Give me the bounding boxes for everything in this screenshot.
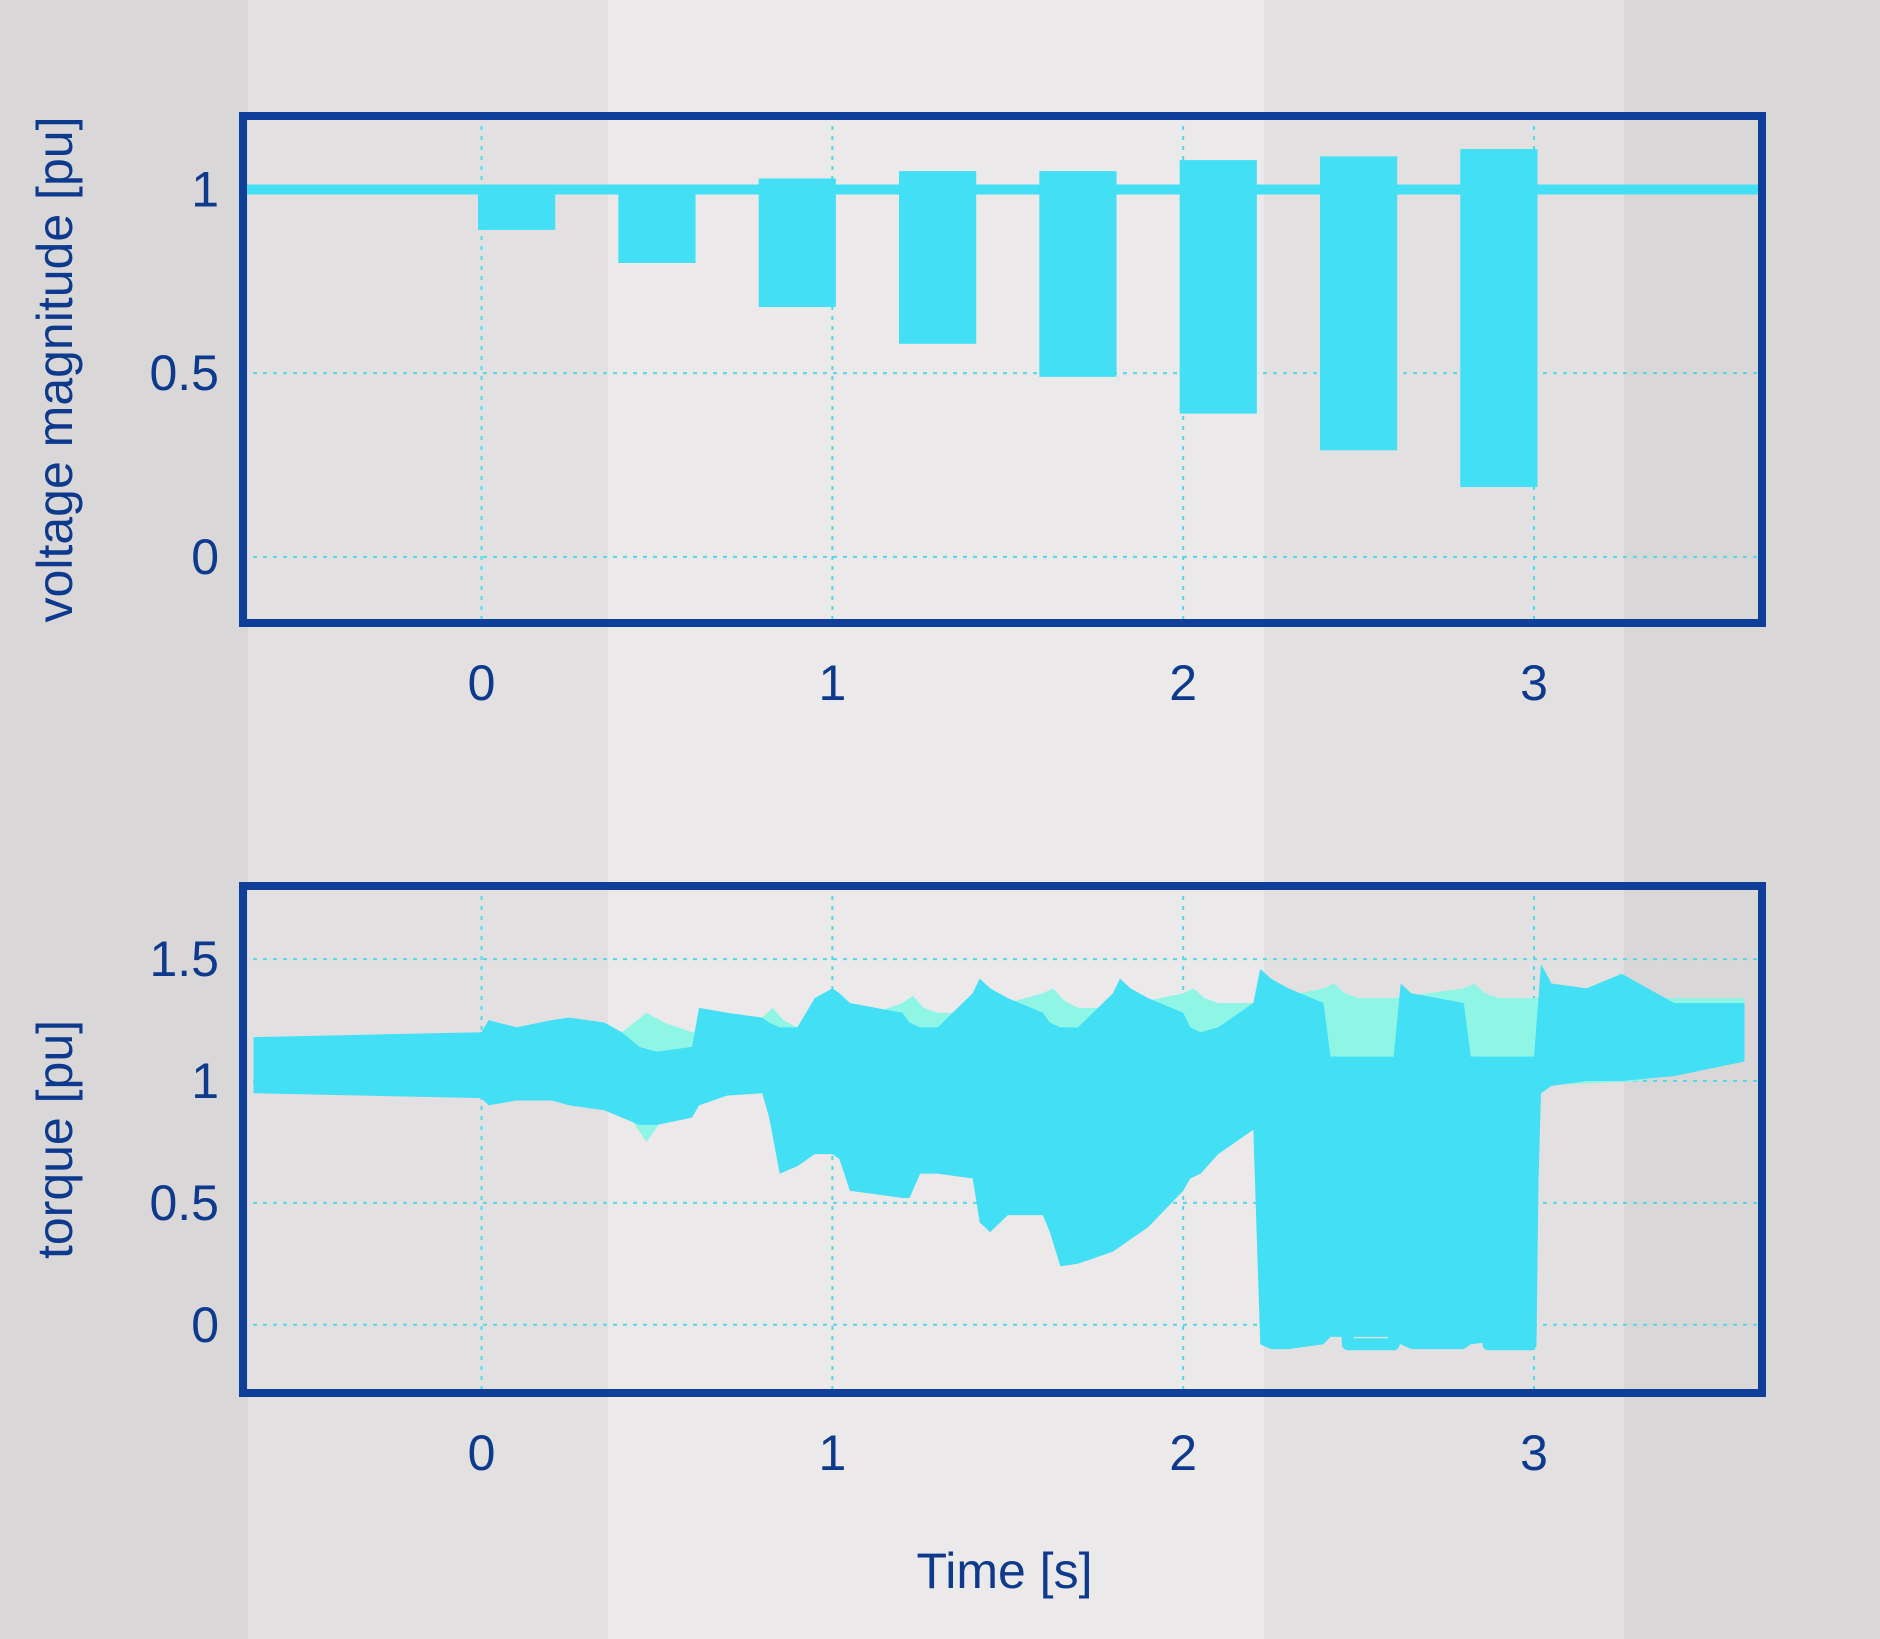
voltage-y-axis-title: voltage magnitude [pu] — [27, 117, 83, 623]
torque-y-ticks: 0 0.5 1 1.5 — [149, 931, 219, 1353]
torque-y-tick-label: 0.5 — [149, 1175, 219, 1231]
voltage-y-tick-label: 0.5 — [149, 345, 219, 401]
torque-y-tick-label: 0 — [191, 1297, 219, 1353]
torque-y-tick-label: 1.5 — [149, 931, 219, 987]
torque-x-tick-label: 0 — [468, 1425, 496, 1481]
voltage-bar — [478, 185, 556, 230]
background-band — [248, 0, 608, 1639]
voltage-x-tick-label: 3 — [1520, 655, 1548, 711]
torque-plot-frame — [239, 882, 1766, 1397]
background-band — [0, 0, 248, 1639]
torque-dip-outline — [1464, 1056, 1540, 1351]
voltage-bar — [1319, 156, 1398, 451]
voltage-y-ticks: 00.51 — [149, 161, 219, 584]
voltage-bar — [758, 178, 836, 308]
torque-x-ticks: 0 1 2 3 — [468, 1425, 1548, 1481]
voltage-plot-frame — [239, 112, 1766, 627]
torque-bands — [253, 964, 1745, 1351]
torque-dip-outline — [1324, 1056, 1407, 1351]
torque-y-axis-title: torque [pu] — [27, 1020, 83, 1259]
voltage-bar — [899, 171, 977, 344]
voltage-x-tick-label: 2 — [1169, 655, 1197, 711]
voltage-bar — [1179, 160, 1257, 414]
voltage-bar — [1460, 149, 1538, 488]
voltage-y-tick-label: 0 — [191, 529, 219, 585]
torque-panel: 0 1 2 3 0 0.5 1 1.5 torque [pu] Time [s] — [27, 882, 1766, 1599]
voltage-bar — [1039, 171, 1117, 377]
torque-x-tick-label: 3 — [1520, 1425, 1548, 1481]
voltage-bars — [243, 149, 1762, 488]
torque-x-tick-label: 1 — [818, 1425, 846, 1481]
torque-main-band — [253, 964, 1745, 1350]
voltage-bar — [618, 185, 696, 263]
background-band — [1624, 0, 1880, 1639]
torque-y-tick-label: 1 — [191, 1053, 219, 1109]
voltage-x-tick-label: 1 — [818, 655, 846, 711]
voltage-x-ticks: 0 1 2 3 — [468, 655, 1548, 711]
torque-x-axis-title: Time [s] — [917, 1543, 1093, 1599]
torque-x-tick-label: 2 — [1169, 1425, 1197, 1481]
voltage-x-tick-label: 0 — [468, 655, 496, 711]
voltage-y-tick-label: 1 — [191, 161, 219, 217]
